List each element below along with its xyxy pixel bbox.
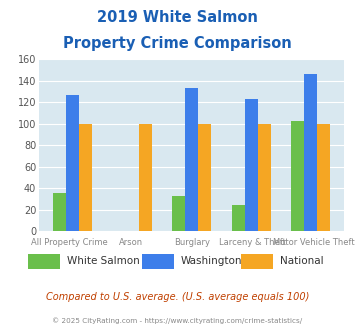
Text: National: National (280, 256, 324, 266)
Bar (139, 124, 152, 231)
Text: © 2025 CityRating.com - https://www.cityrating.com/crime-statistics/: © 2025 CityRating.com - https://www.city… (53, 317, 302, 324)
Text: Property Crime Comparison: Property Crime Comparison (63, 36, 292, 51)
Bar (291, 120, 304, 231)
Text: Washington: Washington (181, 256, 242, 266)
Text: 2019 White Salmon: 2019 White Salmon (97, 10, 258, 25)
Bar (258, 124, 271, 231)
Bar (304, 74, 317, 231)
Bar (53, 193, 66, 231)
Text: Burglary: Burglary (174, 238, 210, 247)
Bar (172, 196, 185, 231)
Text: All Property Crime: All Property Crime (31, 238, 108, 247)
Bar (198, 124, 211, 231)
Bar (79, 124, 92, 231)
Bar (66, 95, 79, 231)
Text: Arson: Arson (119, 238, 143, 247)
Text: White Salmon: White Salmon (67, 256, 140, 266)
Text: Motor Vehicle Theft: Motor Vehicle Theft (273, 238, 355, 247)
Text: Compared to U.S. average. (U.S. average equals 100): Compared to U.S. average. (U.S. average … (46, 292, 309, 302)
Text: Larceny & Theft: Larceny & Theft (219, 238, 286, 247)
Bar (245, 99, 258, 231)
Bar (185, 88, 198, 231)
Bar (231, 205, 245, 231)
Bar (317, 124, 331, 231)
